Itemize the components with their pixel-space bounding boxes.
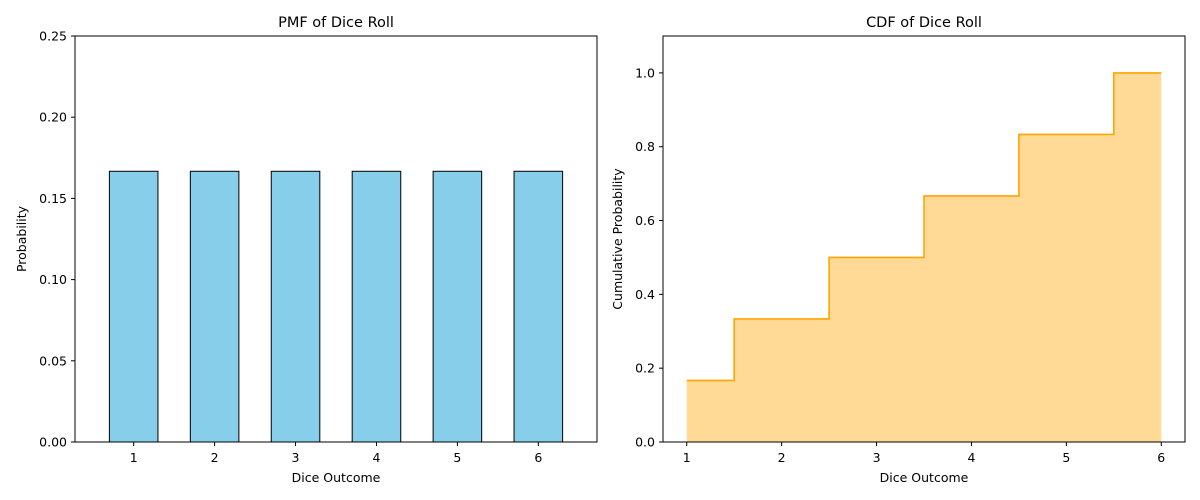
cdf-chart: CDF of Dice Roll 1 2 3 4 5 6 0.0 0.2 0.4 0.6 0.8 1…: [610, 15, 1186, 485]
cdf-step-line: [686, 72, 1162, 382]
pmf-y-axis-label: Probability: [14, 205, 29, 272]
pmf-y-tick-label: 0.25: [39, 29, 67, 44]
cdf-x-ticks: 1 2 3 4 5 6: [683, 442, 1165, 465]
pmf-x-tick-label: 6: [534, 450, 542, 465]
pmf-bars: [108, 170, 564, 443]
cdf-y-tick-label: 0.0: [635, 435, 655, 450]
pmf-x-tick-label: 2: [211, 450, 219, 465]
cdf-y-ticks: 0.0 0.2 0.4 0.6 0.8 1.0: [635, 65, 663, 450]
cdf-y-tick-label: 0.6: [635, 213, 655, 228]
pmf-y-ticks: 0.00 0.05 0.10 0.15 0.20 0.25: [39, 29, 75, 450]
pmf-x-tick-label: 1: [130, 450, 138, 465]
pmf-y-tick-label: 0.15: [39, 191, 67, 206]
cdf-y-tick-label: 0.8: [635, 139, 655, 154]
pmf-axes-frame: [74, 35, 598, 443]
pmf-x-axis-label: Dice Outcome: [292, 470, 381, 485]
cdf-x-tick-label: 4: [967, 450, 975, 465]
cdf-x-tick-label: 3: [873, 450, 881, 465]
pmf-chart: PMF of Dice Roll 1 2 3 4 5 6 0.00 0.05 0.10 0.15…: [14, 15, 598, 485]
cdf-axes-frame: [662, 35, 1186, 443]
pmf-y-tick-label: 0.20: [39, 110, 67, 125]
pmf-x-tick-label: 5: [453, 450, 461, 465]
pmf-y-tick-label: 0.10: [39, 272, 67, 287]
cdf-x-tick-label: 1: [683, 450, 691, 465]
cdf-y-tick-label: 0.4: [635, 287, 655, 302]
pmf-y-tick-label: 0.05: [39, 353, 67, 368]
pmf-bar-5: [432, 170, 483, 443]
pmf-x-ticks: 1 2 3 4 5 6: [130, 442, 542, 465]
cdf-x-axis-label: Dice Outcome: [880, 470, 969, 485]
pmf-x-tick-label: 3: [292, 450, 300, 465]
cdf-x-tick-label: 5: [1062, 450, 1070, 465]
pmf-chart-title: PMF of Dice Roll: [278, 15, 394, 31]
cdf-y-tick-label: 1.0: [635, 65, 655, 80]
pmf-bar-3: [270, 170, 321, 443]
pmf-bar-1: [108, 170, 159, 443]
cdf-y-axis-label: Cumulative Probability: [610, 168, 625, 310]
pmf-bar-6: [513, 170, 564, 443]
pmf-y-tick-label: 0.00: [39, 435, 67, 450]
pmf-bar-2: [189, 170, 240, 443]
cdf-x-tick-label: 2: [778, 450, 786, 465]
pmf-x-tick-label: 4: [372, 450, 380, 465]
pmf-bar-4: [351, 170, 402, 443]
cdf-y-tick-label: 0.2: [635, 361, 655, 376]
cdf-chart-title: CDF of Dice Roll: [866, 15, 982, 31]
cdf-points: [686, 72, 1162, 381]
cdf-x-tick-label: 6: [1157, 450, 1165, 465]
